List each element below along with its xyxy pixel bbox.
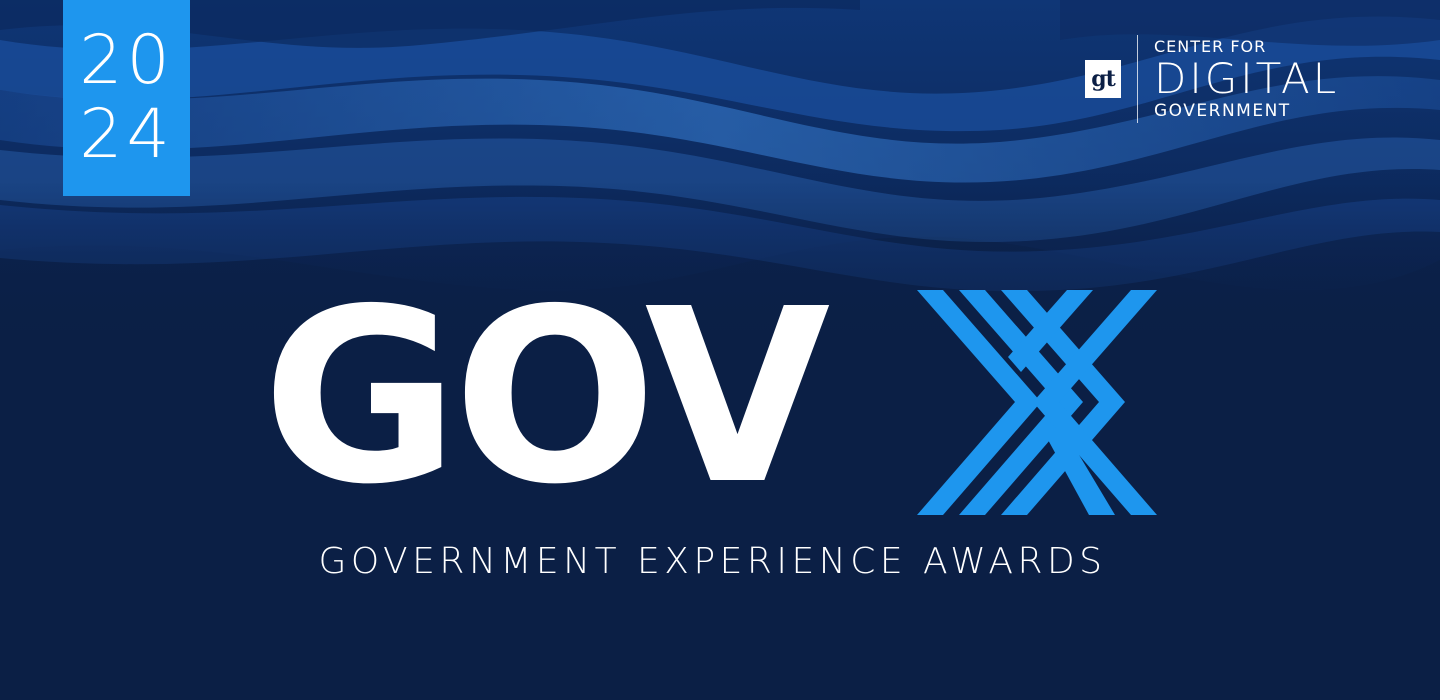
logo-divider xyxy=(1137,35,1138,123)
gt-logo-mark: gt xyxy=(1085,60,1121,98)
org-name-line-2: DIGITAL xyxy=(1154,54,1340,103)
awards-subtitle: GOVERNMENT EXPERIENCE AWARDS xyxy=(0,541,1440,582)
year-line-1: 20 xyxy=(79,21,174,100)
year-line-2: 24 xyxy=(79,95,174,174)
awards-subtitle-text: GOVERNMENT EXPERIENCE AWARDS xyxy=(318,541,1107,582)
gov-wordmark: GOV xyxy=(262,257,830,537)
org-name: CENTER FOR DIGITAL GOVERNMENT xyxy=(1154,37,1339,121)
year-badge: 20 24 xyxy=(63,0,190,196)
org-name-line-1: CENTER FOR xyxy=(1154,37,1267,56)
x-stripes-icon xyxy=(917,290,1157,515)
org-name-line-3: GOVERNMENT xyxy=(1154,101,1291,121)
center-for-digital-government-logo: gt CENTER FOR DIGITAL GOVERNMENT xyxy=(1085,34,1339,124)
govx-logo: GOV xyxy=(262,272,1182,530)
